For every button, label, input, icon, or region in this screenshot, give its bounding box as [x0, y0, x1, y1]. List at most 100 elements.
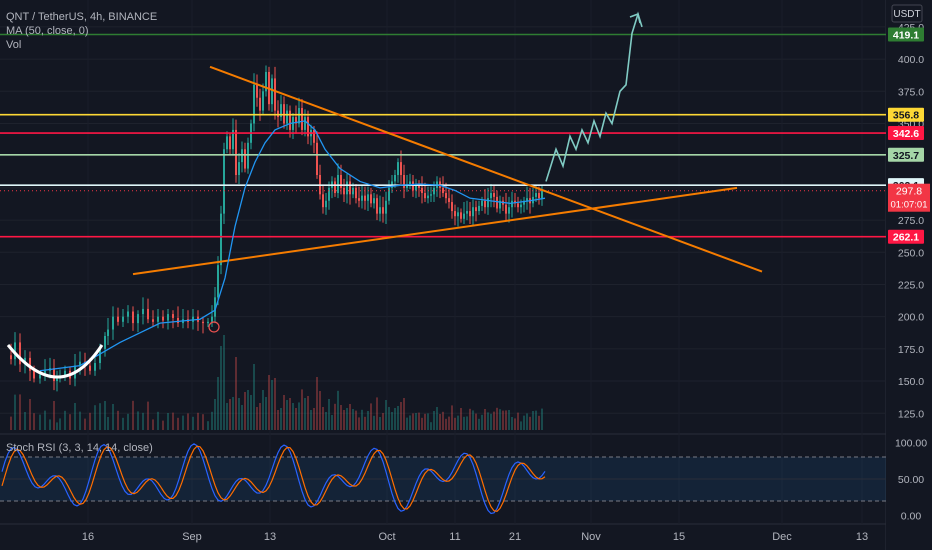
volume-bar [487, 412, 489, 430]
volume-bar [157, 411, 159, 430]
volume-bar [104, 401, 106, 430]
volume-bar [319, 391, 321, 430]
candle-body [220, 213, 222, 266]
candle-body [162, 316, 164, 321]
level-badge [888, 147, 924, 162]
volume-bar [355, 410, 357, 430]
time-tick-label: Nov [581, 531, 601, 543]
volume-bar [207, 421, 209, 430]
volume-bar [511, 417, 513, 430]
volume-bar [39, 414, 41, 430]
candle-body [214, 297, 216, 317]
candle-body [358, 198, 360, 201]
volume-bar [84, 418, 86, 430]
volume-bar [418, 412, 420, 430]
volume-bar [379, 417, 381, 430]
volume-bar [400, 402, 402, 430]
descending-resistance-line [209, 65, 763, 273]
price-tick-label: 375.0 [898, 86, 924, 98]
candle-body [355, 187, 357, 199]
stoch-rsi-pane [0, 443, 886, 515]
volume-bar [484, 409, 486, 430]
volume-bar [202, 414, 204, 430]
ma-indicator-line[interactable]: MA (50, close, 0) [6, 25, 89, 37]
price-tick-label: 125.0 [898, 408, 924, 420]
volume-bar [107, 417, 109, 430]
rsi-tick-label: 0.00 [901, 511, 922, 523]
volume-bar [69, 414, 71, 430]
candle-body [379, 207, 381, 214]
volume-bar [44, 410, 46, 430]
candle-body [117, 316, 119, 322]
candle-body [490, 193, 492, 199]
candle-body [328, 187, 330, 201]
volume-bar [331, 415, 333, 430]
volume-bar [53, 401, 55, 430]
volume-bar [147, 401, 149, 430]
ascending-support-line [132, 186, 738, 276]
time-axis: 16 Sep 13 Oct 11 21 Nov 15 Dec 13 [82, 531, 868, 543]
volume-bar [367, 411, 369, 430]
candle-body [511, 200, 513, 208]
candle-body [14, 342, 16, 360]
candle-body [104, 335, 106, 349]
candle-body [451, 202, 453, 212]
volume-bar [481, 414, 483, 430]
candle-body [142, 308, 144, 315]
volume-bar [370, 403, 372, 430]
time-tick-label: 15 [673, 531, 685, 543]
candle-body [367, 194, 369, 201]
volume-bar [271, 380, 273, 430]
volume-bar [217, 377, 219, 430]
volume-bar [373, 415, 375, 430]
candle-body [487, 198, 489, 208]
volume-bar [352, 409, 354, 430]
volume-bar [541, 408, 543, 430]
volume-bar [316, 377, 318, 430]
candle-body [433, 187, 435, 195]
candle-body [247, 142, 249, 169]
volume-bar [466, 416, 468, 430]
candle-body [322, 194, 324, 208]
time-tick-label: Sep [182, 531, 202, 543]
candle-body [397, 162, 399, 175]
candle-body [448, 198, 450, 203]
price-tick-label: 275.0 [898, 215, 924, 227]
candle-body [445, 193, 447, 199]
candle-body [499, 200, 501, 209]
volume-bar [277, 410, 279, 430]
symbol-line[interactable]: QNT / TetherUS, 4h, BINANCE [6, 11, 158, 23]
candle-body [274, 78, 276, 111]
volume-bar [19, 394, 21, 430]
volume-bar [508, 410, 510, 430]
volume-bar [112, 404, 114, 430]
candle-body [427, 195, 429, 199]
volume-bar [478, 418, 480, 430]
volume-indicator-line[interactable]: Vol [6, 39, 22, 51]
candle-body [457, 212, 459, 217]
candle-body [526, 198, 528, 201]
volume-bar [412, 413, 414, 430]
volume-bar [346, 408, 348, 430]
volume-bar [289, 398, 291, 430]
volume-bar [214, 399, 216, 430]
candle-body [463, 213, 465, 219]
ma50-line [39, 120, 546, 372]
candle-body [430, 194, 432, 196]
candle-body [334, 181, 336, 194]
volume-bar [538, 415, 540, 430]
current-price-label: 297.8 [896, 186, 922, 198]
candle-body [523, 200, 525, 205]
volume-bar [436, 407, 438, 430]
volume-bar [172, 412, 174, 430]
volume-bar [187, 413, 189, 430]
chart-overlays [6, 11, 643, 379]
candle-body [535, 193, 537, 197]
stoch-rsi-title[interactable]: Stoch RSI (3, 3, 14, 14, close) [6, 442, 153, 454]
volume-bar [529, 416, 531, 430]
candle-body [207, 321, 209, 324]
volume-bar [49, 419, 51, 430]
volume-bar [56, 422, 58, 430]
volume-bar [433, 411, 435, 430]
